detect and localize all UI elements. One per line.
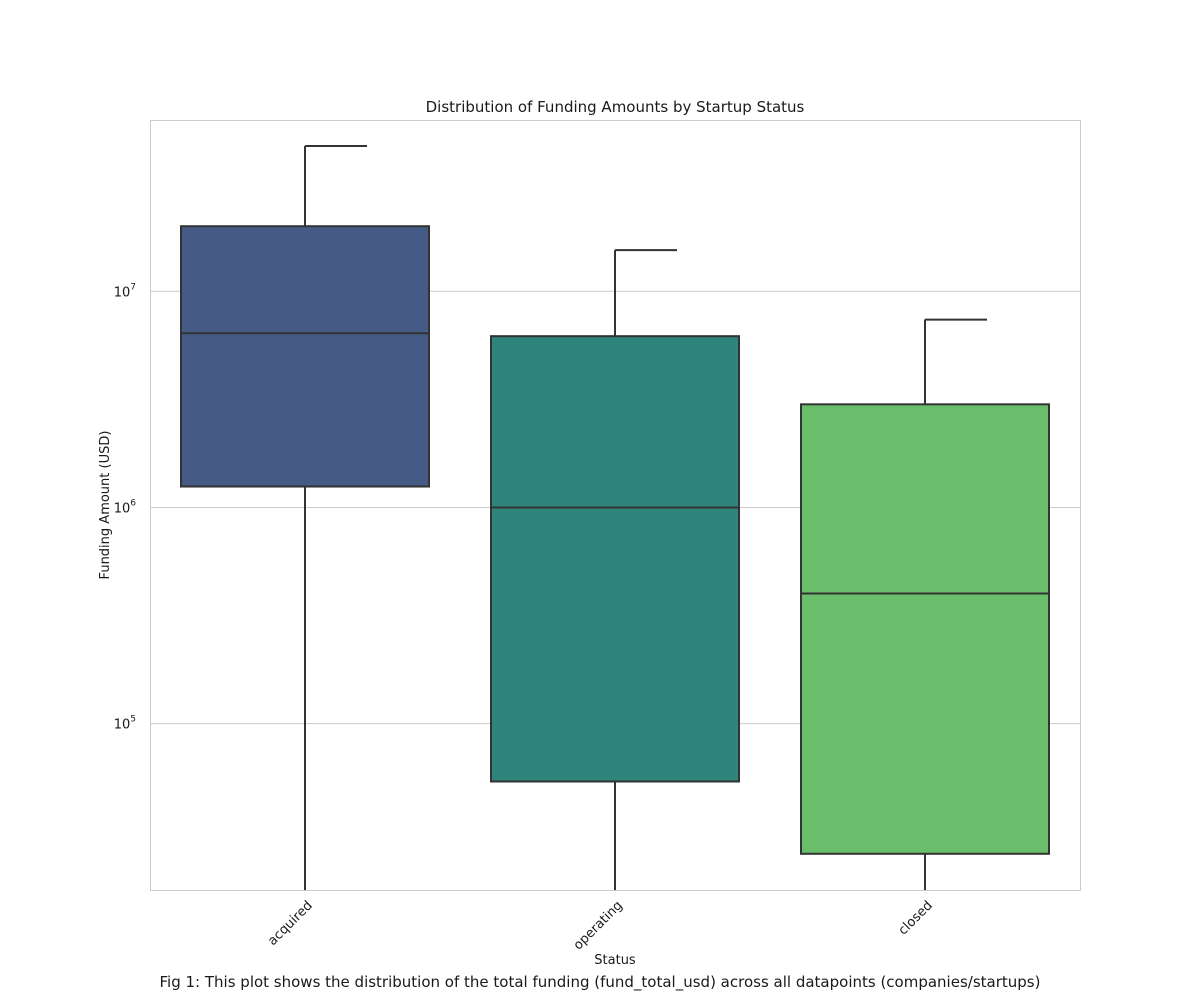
y-tick-label: 107: [114, 282, 136, 300]
figure-caption: Fig 1: This plot shows the distribution …: [159, 973, 1041, 991]
iqr-box: [800, 403, 1050, 855]
y-tick-exponent: 7: [130, 282, 136, 292]
y-tick-label: 105: [114, 715, 136, 733]
chart-title: Distribution of Funding Amounts by Start…: [426, 98, 805, 116]
x-tick-label: acquired: [265, 898, 316, 949]
y-tick-base: 10: [114, 501, 131, 516]
y-tick-base: 10: [114, 285, 131, 300]
iqr-box: [490, 335, 740, 783]
iqr-box: [180, 225, 430, 488]
y-tick-exponent: 6: [130, 498, 136, 508]
plot-area-frame: [150, 120, 1081, 891]
boxes-layer: [180, 145, 1050, 890]
x-tick-label: closed: [896, 898, 936, 938]
x-tick-label: operating: [571, 898, 626, 953]
x-axis-label: Status: [594, 953, 636, 968]
box-closed: [800, 318, 1050, 890]
y-axis-label: Funding Amount (USD): [98, 431, 113, 580]
y-tick-exponent: 5: [130, 715, 136, 725]
x-tick-labels: acquired operating closed: [265, 898, 936, 953]
y-tick-label: 106: [114, 498, 137, 516]
box-acquired: [180, 145, 430, 890]
y-tick-base: 10: [114, 718, 131, 733]
box-operating: [490, 249, 740, 890]
